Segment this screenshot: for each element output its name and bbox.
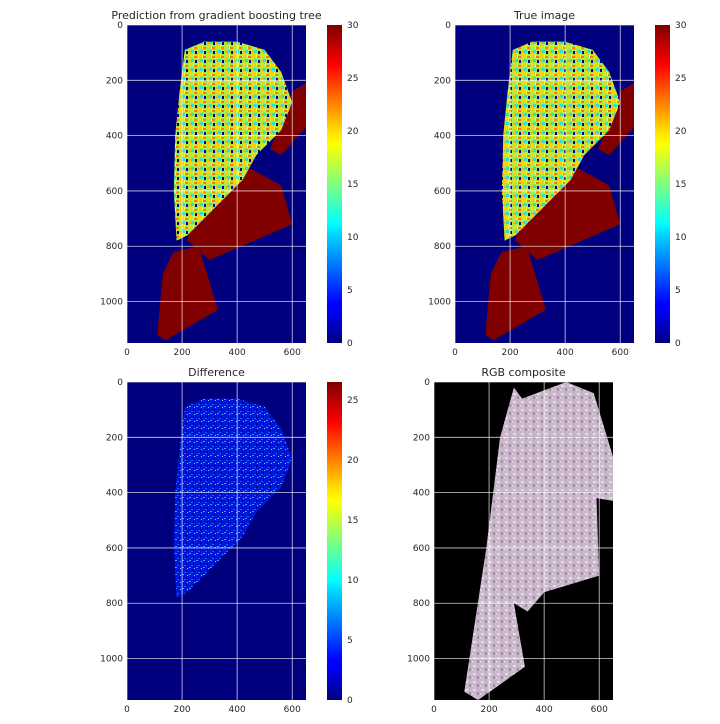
y-tick-label: 0	[117, 378, 123, 388]
land-region-middle	[187, 168, 293, 260]
image-area	[127, 382, 306, 700]
panel-title: Prediction from gradient boosting tree	[111, 9, 321, 22]
panel-rgb: RGB composite 0 200 400 600 0 200 400 600 800 1000	[407, 366, 613, 715]
colorbar-tick-label: 25	[347, 74, 358, 84]
land-region-right	[270, 83, 306, 155]
x-tick-label: 600	[284, 348, 301, 358]
y-tick-label: 800	[413, 599, 430, 609]
colorbar-tick-label: 5	[347, 286, 353, 296]
colorbar-tick-label: 5	[347, 636, 353, 646]
y-tick-label: 1000	[407, 655, 430, 665]
y-tick-label: 200	[434, 76, 451, 86]
x-tick-label: 600	[612, 348, 629, 358]
panel-diff: Difference 0 200 400 600 0 200 400 600 800 1000 0 5 1…	[100, 366, 359, 715]
colorbar-tick-label: 0	[347, 339, 353, 349]
colorbar	[327, 25, 342, 343]
x-tick-label: 0	[124, 705, 130, 715]
x-tick-label: 400	[229, 705, 246, 715]
y-tick-label: 400	[106, 489, 123, 499]
x-tick-label: 0	[452, 348, 458, 358]
rgb-scene	[464, 382, 613, 700]
y-tick-label: 1000	[100, 298, 123, 308]
x-tick-label: 600	[591, 705, 608, 715]
colorbar-tick-label: 30	[675, 21, 687, 31]
x-tick-label: 200	[480, 705, 497, 715]
y-tick-label: 800	[434, 242, 451, 252]
colorbar-tick-label: 10	[347, 576, 359, 586]
panel-title: RGB composite	[481, 366, 566, 379]
y-tick-label: 400	[413, 489, 430, 499]
x-tick-label: 400	[557, 348, 574, 358]
y-tick-label: 600	[413, 544, 430, 554]
colorbar-tick-label: 5	[675, 286, 681, 296]
x-tick-label: 200	[501, 348, 518, 358]
colorbar-tick-label: 10	[675, 233, 687, 243]
x-tick-label: 0	[124, 348, 130, 358]
x-tick-label: 400	[536, 705, 553, 715]
panel-title: Difference	[188, 366, 245, 379]
land-region-right	[598, 83, 634, 155]
y-tick-label: 200	[413, 433, 430, 443]
colorbar-tick-label: 20	[675, 127, 687, 137]
colorbar-tick-label: 0	[347, 696, 353, 706]
y-tick-label: 0	[445, 21, 451, 31]
y-tick-label: 600	[106, 544, 123, 554]
y-tick-label: 400	[106, 132, 123, 142]
land-region-lower	[157, 246, 218, 341]
colorbar-tick-label: 15	[347, 516, 358, 526]
panel-title: True image	[513, 9, 575, 22]
colorbar-tick-label: 0	[675, 339, 681, 349]
land-region-middle	[515, 168, 621, 260]
x-tick-label: 200	[173, 348, 190, 358]
colorbar	[327, 382, 342, 700]
y-tick-label: 200	[106, 433, 123, 443]
land-region-lower	[485, 246, 546, 341]
colorbar-tick-label: 25	[675, 74, 686, 84]
y-tick-label: 600	[106, 187, 123, 197]
y-tick-label: 600	[434, 187, 451, 197]
image-area	[455, 25, 634, 343]
y-tick-label: 800	[106, 599, 123, 609]
x-tick-label: 600	[284, 705, 301, 715]
colorbar-tick-label: 25	[347, 396, 358, 406]
colorbar-tick-label: 10	[347, 233, 359, 243]
y-tick-label: 0	[424, 378, 430, 388]
colorbar	[655, 25, 670, 343]
y-tick-label: 800	[106, 242, 123, 252]
colorbar-tick-label: 20	[347, 456, 359, 466]
colorbar-tick-label: 20	[347, 127, 359, 137]
y-tick-label: 0	[117, 21, 123, 31]
image-area	[434, 382, 613, 700]
colorbar-tick-label: 15	[347, 180, 358, 190]
colorbar-tick-label: 15	[675, 180, 686, 190]
x-tick-label: 400	[229, 348, 246, 358]
image-area	[127, 25, 306, 343]
colorbar-tick-label: 30	[347, 21, 359, 31]
x-tick-label: 0	[431, 705, 437, 715]
y-tick-label: 200	[106, 76, 123, 86]
x-tick-label: 200	[173, 705, 190, 715]
panel-true: True image 0 200 400 600 0 200 400 600 800 1000 0 5 1…	[428, 9, 687, 358]
y-tick-label: 400	[434, 132, 451, 142]
y-tick-label: 1000	[428, 298, 451, 308]
y-tick-label: 1000	[100, 655, 123, 665]
